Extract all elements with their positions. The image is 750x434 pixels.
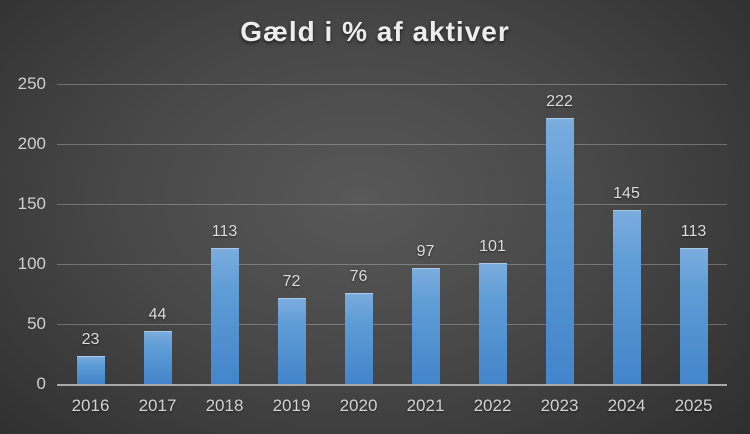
gridline-250 [57, 84, 727, 85]
x-tick-label-2022: 2022 [473, 396, 512, 415]
x-tick-label-2021: 2021 [406, 396, 445, 415]
y-tick-label-150: 150 [17, 194, 46, 213]
bar-column-2019: 72 [258, 84, 325, 384]
bar-2016 [76, 356, 105, 384]
bar-column-2016: 23 [57, 84, 124, 384]
x-axis-line [57, 384, 727, 386]
bar-2024 [612, 210, 641, 384]
bar-value-label-2017: 44 [148, 306, 167, 324]
bar-2025 [679, 248, 708, 384]
x-tick-label-2023: 2023 [540, 396, 579, 415]
bar-column-2020: 76 [325, 84, 392, 384]
x-tick-label-2017: 2017 [138, 396, 177, 415]
y-tick-label-0: 0 [36, 374, 46, 393]
bar-value-label-2020: 76 [349, 267, 368, 285]
gridline-50 [57, 324, 727, 325]
gridline-200 [57, 144, 727, 145]
bar-value-label-2023: 222 [546, 92, 573, 110]
y-tick-label-50: 50 [27, 314, 46, 333]
bar-column-2025: 113 [660, 84, 727, 384]
bar-2018 [210, 248, 239, 384]
gridline-150 [57, 204, 727, 205]
bar-column-2018: 113 [191, 84, 258, 384]
x-axis-labels: 2016 2017 2018 2019 2020 2021 2022 2023 2024 2025 [57, 396, 727, 416]
x-tick-label-2025: 2025 [674, 396, 713, 415]
bar-value-label-2019: 72 [282, 272, 301, 290]
bar-column-2017: 44 [124, 84, 191, 384]
chart-title: Gæld i % af aktiver [240, 16, 510, 47]
y-tick-label-250: 250 [17, 74, 46, 93]
gridline-100 [57, 264, 727, 265]
bar-column-2024: 145 [593, 84, 660, 384]
bar-2019 [277, 297, 306, 384]
bar-column-2022: 101 [459, 84, 526, 384]
bar-value-label-2022: 101 [479, 237, 506, 255]
x-tick-label-2018: 2018 [205, 396, 244, 415]
bar-2020 [344, 292, 373, 384]
bar-2022 [478, 262, 507, 384]
plot-area: 23 44 113 72 76 97 101 222 145 113 [57, 84, 727, 384]
x-tick-label-2024: 2024 [607, 396, 646, 415]
bar-column-2021: 97 [392, 84, 459, 384]
bar-value-label-2018: 113 [211, 223, 238, 241]
bar-value-label-2016: 23 [81, 331, 100, 349]
bar-column-2023: 222 [526, 84, 593, 384]
x-tick-label-2020: 2020 [339, 396, 378, 415]
bar-value-label-2025: 113 [680, 223, 707, 241]
bar-columns: 23 44 113 72 76 97 101 222 145 113 [57, 84, 727, 384]
bar-2017 [143, 331, 172, 384]
y-tick-label-200: 200 [17, 134, 46, 153]
x-tick-label-2019: 2019 [272, 396, 311, 415]
y-tick-label-100: 100 [17, 254, 46, 273]
bar-value-label-2024: 145 [613, 185, 640, 202]
x-tick-label-2016: 2016 [71, 396, 110, 415]
bar-value-label-2021: 97 [416, 242, 435, 260]
bar-2021 [411, 267, 440, 384]
bar-2023 [545, 117, 574, 384]
